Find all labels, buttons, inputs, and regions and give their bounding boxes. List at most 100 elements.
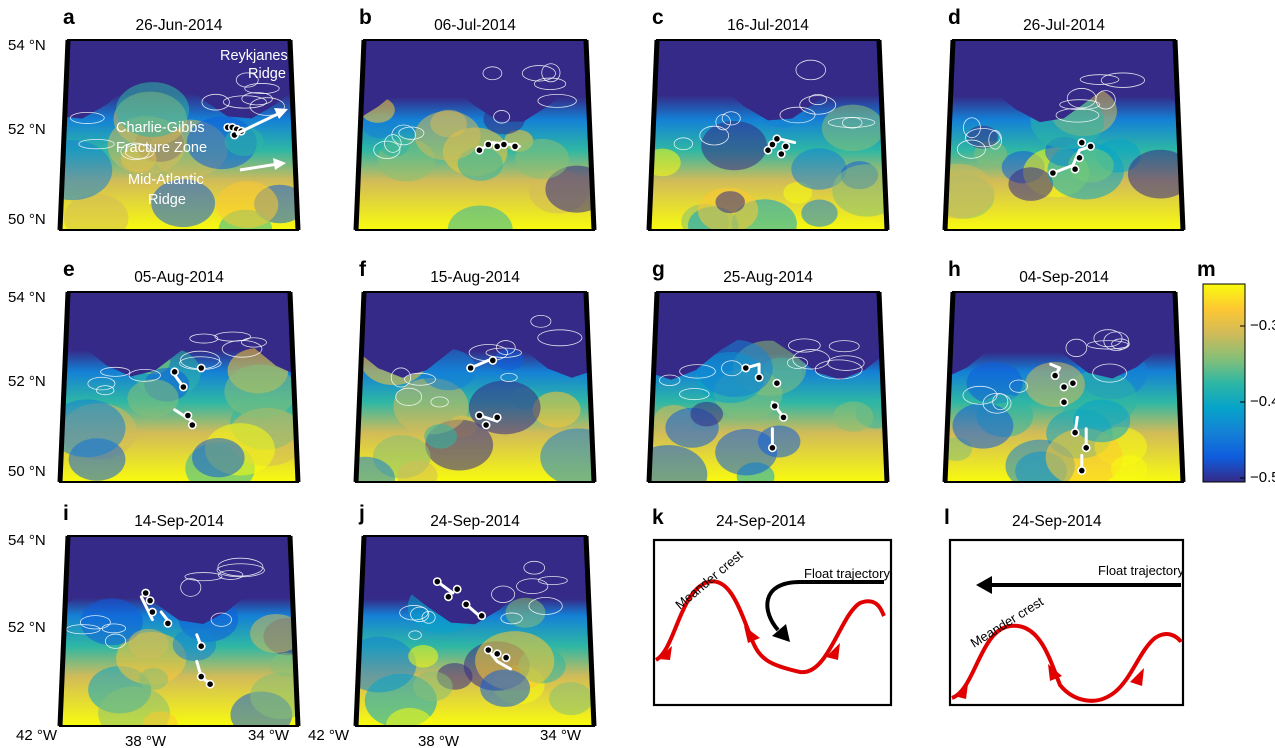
panel-date-d: 26-Jul-2014 xyxy=(1023,17,1105,34)
float-trajectory-k xyxy=(765,580,884,632)
map-edge-right xyxy=(287,39,301,231)
float-position xyxy=(1070,428,1080,437)
ssh-eddy xyxy=(80,598,143,646)
ssh-eddy xyxy=(540,428,594,482)
bathymetry-contours xyxy=(399,560,568,640)
map-edge-left xyxy=(353,291,367,483)
bathymetry-contours xyxy=(673,59,876,151)
ssh-eddy xyxy=(468,380,541,435)
panel-date-h: 04-Sep-2014 xyxy=(1019,269,1109,286)
ssh-eddy xyxy=(397,460,438,482)
map-panel-f: f 15-Aug-2014 xyxy=(353,258,597,483)
ssh-eddy xyxy=(393,378,469,435)
float-position xyxy=(474,411,484,420)
float-position xyxy=(1068,378,1078,388)
subpolar-region xyxy=(649,40,887,121)
panel-label-a: a xyxy=(63,6,75,29)
ssh-eddy xyxy=(505,597,546,628)
float-position xyxy=(483,645,493,655)
float-position xyxy=(196,672,206,681)
map-edge-right xyxy=(583,39,597,231)
map-edge-left xyxy=(646,39,660,231)
ssh-eddy xyxy=(480,669,531,707)
float-position xyxy=(772,378,782,388)
panel-label-e: e xyxy=(63,258,75,281)
float-position xyxy=(776,149,786,159)
panel-label-h: h xyxy=(948,258,961,281)
bathymetry-contours xyxy=(659,338,865,401)
subpolar-region xyxy=(356,40,594,122)
ssh-eddy xyxy=(408,644,439,668)
float-position xyxy=(474,145,484,155)
map-edge-right xyxy=(287,535,301,727)
float-position xyxy=(461,600,471,609)
float-position xyxy=(163,619,173,628)
bathymetry-contours xyxy=(390,314,583,408)
bathymetry-contours xyxy=(69,72,285,161)
ssh-eddy xyxy=(424,424,457,449)
float-position xyxy=(779,412,788,422)
meander-line-k xyxy=(654,579,886,675)
map-panels: a 26-Jun-2014 Reykjanes Ridge Charlie-Gibbs F… xyxy=(57,6,1186,727)
map-edge-left xyxy=(942,39,956,231)
subpolar-region xyxy=(356,536,594,625)
ssh-eddy xyxy=(250,672,298,720)
map-edge-right xyxy=(876,39,890,231)
ssh-eddy xyxy=(1110,455,1148,482)
ssh-eddy xyxy=(250,613,298,654)
annotation-arrowhead-2 xyxy=(273,158,286,170)
ssh-eddy xyxy=(515,138,569,180)
panel-date-a: 26-Jun-2014 xyxy=(135,17,222,34)
float-position xyxy=(1048,168,1058,178)
subpolar-region xyxy=(60,40,298,119)
float-position xyxy=(187,420,197,430)
lat-label-50-row1: 50 °N xyxy=(8,211,46,228)
panel-date-i: 14-Sep-2014 xyxy=(134,513,224,530)
arrow-k-3 xyxy=(826,643,840,660)
ssh-eddy xyxy=(379,134,410,157)
ssh-eddy xyxy=(1127,149,1183,199)
ssh-eddy xyxy=(98,686,171,726)
ssh-eddy xyxy=(1047,142,1124,200)
float-position xyxy=(772,134,782,144)
arrow-l-3 xyxy=(1130,668,1144,686)
lon-label-38-col2: 38 °W xyxy=(418,733,460,748)
lon-label-38-col1: 38 °W xyxy=(125,733,167,748)
annotation-arrow-1 xyxy=(235,110,283,136)
float-position xyxy=(754,373,764,382)
panel-label-i: i xyxy=(63,502,69,525)
ssh-eddy xyxy=(783,182,813,204)
map-edge-left xyxy=(57,291,71,483)
lat-label-54-row2: 54 °N xyxy=(8,289,46,306)
annotation-arrowhead-1 xyxy=(274,108,288,119)
panel-date-l: 24-Sep-2014 xyxy=(1012,513,1102,530)
ssh-eddy xyxy=(832,164,887,217)
bathymetry-contours xyxy=(373,63,577,159)
map-edge-right xyxy=(287,291,301,483)
annotation-text-3: Fracture Zone xyxy=(116,140,207,156)
annotation-arrow-2 xyxy=(239,162,279,172)
annotation-text-1: Ridge xyxy=(248,66,286,82)
panel-date-c: 16-Jul-2014 xyxy=(727,17,809,34)
ssh-eddy xyxy=(413,671,453,702)
panel-label-l: l xyxy=(944,506,950,529)
ssh-eddy xyxy=(715,191,745,214)
ssh-eddy xyxy=(548,682,593,716)
float-position xyxy=(741,363,751,373)
lat-label-54-row3: 54 °N xyxy=(8,532,46,549)
ssh-eddy xyxy=(128,628,169,660)
ssh-eddy xyxy=(945,163,995,219)
float-position xyxy=(492,649,502,659)
float-track xyxy=(744,362,761,379)
panel-label-k: k xyxy=(652,506,664,529)
map-panel-a: a 26-Jun-2014 Reykjanes Ridge Charlie-Gibbs F… xyxy=(57,6,301,231)
float-position xyxy=(1077,466,1087,475)
float-position xyxy=(443,592,453,602)
float-position xyxy=(141,588,151,598)
float-position xyxy=(1070,164,1080,174)
ssh-eddy xyxy=(701,121,767,171)
float-position xyxy=(466,363,475,373)
ssh-eddy xyxy=(649,445,708,482)
diagram-k: k 24-Sep-2014 Float trajectory Meander c… xyxy=(652,506,893,707)
ssh-eddy xyxy=(1025,362,1085,407)
